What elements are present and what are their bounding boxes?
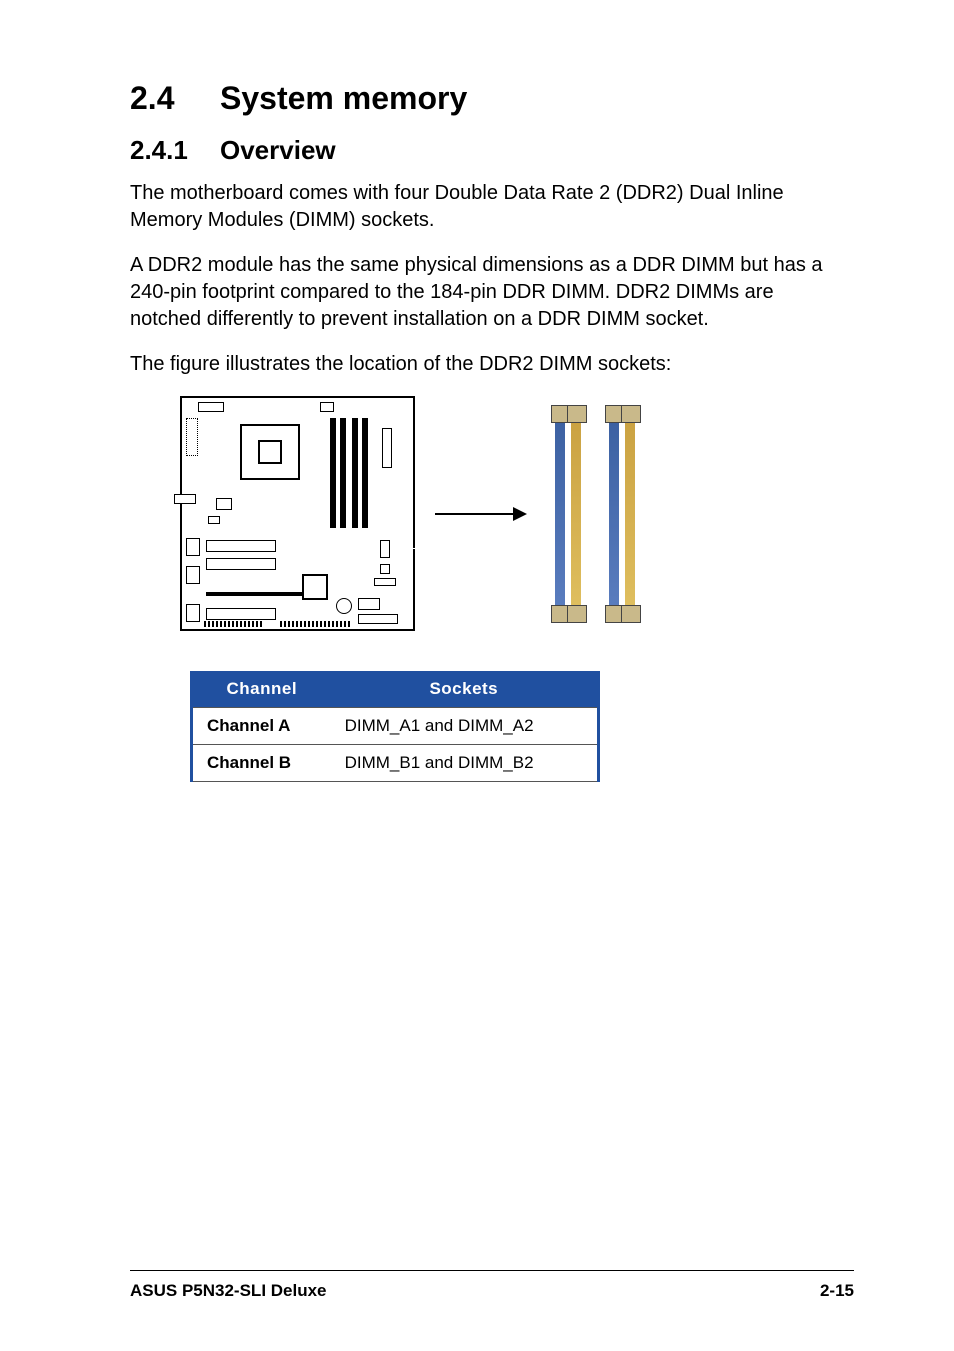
dimm-b2 xyxy=(625,409,635,619)
table-row: Channel B DIMM_B1 and DIMM_B2 xyxy=(193,745,597,782)
content-area: 2.4System memory 2.4.1Overview The mothe… xyxy=(130,80,854,1270)
subsection-title: Overview xyxy=(220,135,336,165)
page: 2.4System memory 2.4.1Overview The mothe… xyxy=(0,0,954,1351)
footer-product: ASUS P5N32-SLI Deluxe xyxy=(130,1281,327,1301)
section-heading: 2.4System memory xyxy=(130,80,854,117)
section-number: 2.4 xyxy=(130,80,220,117)
channel-table: Channel Sockets Channel A DIMM_A1 and DI… xyxy=(190,671,600,782)
dimm-pair-b xyxy=(609,409,635,619)
dimm-b1 xyxy=(609,409,619,619)
dimm-pair-a xyxy=(555,409,581,619)
section-title: System memory xyxy=(220,80,467,116)
motherboard-diagram xyxy=(180,396,415,631)
table-header-sockets: Sockets xyxy=(331,671,597,708)
dimm-closeup xyxy=(555,409,635,619)
cell-channel: Channel A xyxy=(193,708,331,745)
footer-page-number: 2-15 xyxy=(820,1281,854,1301)
arrow-icon xyxy=(435,513,525,515)
dimm-a1 xyxy=(555,409,565,619)
table-header-row: Channel Sockets xyxy=(193,671,597,708)
paragraph-1: The motherboard comes with four Double D… xyxy=(130,180,850,234)
table-header-channel: Channel xyxy=(193,671,331,708)
subsection-heading: 2.4.1Overview xyxy=(130,135,854,166)
subsection-number: 2.4.1 xyxy=(130,135,220,166)
cell-sockets: DIMM_A1 and DIMM_A2 xyxy=(331,708,597,745)
paragraph-3: The figure illustrates the location of t… xyxy=(130,351,850,378)
figure-row xyxy=(180,396,854,631)
dimm-a2 xyxy=(571,409,581,619)
table-row: Channel A DIMM_A1 and DIMM_A2 xyxy=(193,708,597,745)
table: Channel Sockets Channel A DIMM_A1 and DI… xyxy=(193,671,597,782)
cell-sockets: DIMM_B1 and DIMM_B2 xyxy=(331,745,597,782)
cell-channel: Channel B xyxy=(193,745,331,782)
page-footer: ASUS P5N32-SLI Deluxe 2-15 xyxy=(130,1270,854,1301)
paragraph-2: A DDR2 module has the same physical dime… xyxy=(130,252,850,333)
